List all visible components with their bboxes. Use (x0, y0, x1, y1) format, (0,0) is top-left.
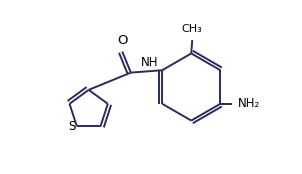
Text: CH₃: CH₃ (182, 25, 203, 34)
Text: O: O (117, 34, 127, 48)
Text: NH: NH (141, 56, 158, 69)
Text: NH₂: NH₂ (238, 97, 260, 110)
Text: S: S (68, 120, 76, 133)
